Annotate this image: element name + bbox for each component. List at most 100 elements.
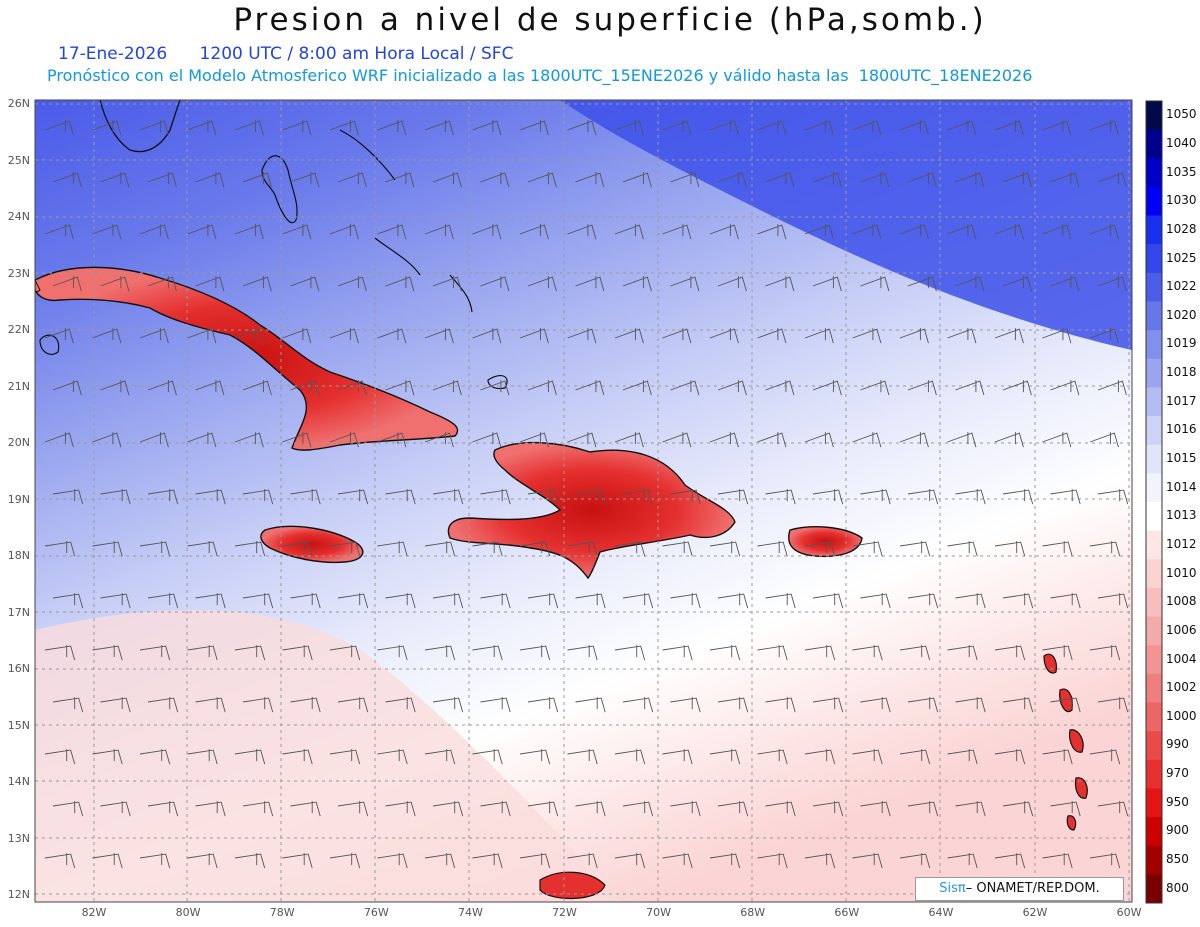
wind-barb (519, 541, 551, 557)
wind-barb (567, 224, 597, 240)
wind-barb (804, 432, 834, 448)
wind-barb (947, 645, 978, 661)
wind-barb (187, 853, 218, 869)
wind-barb (567, 328, 597, 344)
low-pressure-zone (35, 610, 620, 902)
lon-label-76W: 76W (363, 906, 389, 919)
wind-barb (92, 224, 122, 240)
wind-barb (1089, 853, 1121, 869)
colorbar-swatch (1146, 186, 1162, 217)
wind-barb (860, 801, 891, 817)
wind-barb (860, 593, 891, 609)
wind-barb (472, 224, 502, 240)
lat-label-14N: 14N (7, 775, 30, 788)
wind-barb (955, 489, 986, 505)
wind-barb (139, 224, 169, 240)
land-puerto-rico (788, 526, 863, 558)
lon-label-70W: 70W (646, 906, 672, 919)
wind-barb (472, 541, 503, 557)
wind-barb (907, 593, 939, 609)
wind-barb (187, 645, 218, 661)
wind-barb (424, 328, 454, 344)
colorbar-swatch (1146, 673, 1162, 703)
wind-barb (242, 276, 272, 292)
wind-barb (709, 432, 739, 448)
wind-barb (804, 328, 834, 344)
wind-barb (709, 749, 741, 765)
wind-barb (139, 541, 171, 557)
wind-barb (662, 645, 693, 661)
wind-barb (947, 224, 977, 240)
colorbar-label: 1000 (1166, 708, 1197, 723)
colorbar-label: 970 (1166, 766, 1189, 781)
colorbar-label: 800 (1166, 880, 1189, 895)
wind-barb (100, 489, 131, 505)
wind-barb (1097, 380, 1127, 396)
colorbar-label: 850 (1166, 852, 1189, 867)
colorbar-swatch (1146, 731, 1162, 761)
wind-barb (44, 224, 74, 240)
colorbar-label: 1015 (1166, 451, 1197, 466)
wind-barb (147, 801, 179, 817)
wind-barb (812, 593, 844, 609)
wind-barb (329, 224, 359, 240)
wind-barb (337, 489, 369, 505)
wind-barb (377, 645, 408, 661)
wind-barb (527, 276, 557, 292)
wind-barb (852, 645, 883, 661)
wind-barb (567, 120, 597, 136)
wind-barb (1089, 224, 1119, 240)
colorbar-label: 1008 (1166, 594, 1197, 609)
wind-barb (432, 489, 464, 505)
pressure-map (34, 99, 1163, 904)
wind-barb (139, 645, 171, 661)
wind-barb (282, 645, 313, 661)
colorbar (1145, 100, 1163, 904)
wind-barb (852, 749, 883, 765)
wind-barb (187, 749, 218, 765)
wind-barb (670, 380, 700, 396)
wind-barb (139, 328, 169, 344)
wind-barb (100, 380, 130, 396)
wind-barb (44, 120, 74, 136)
lat-label-16N: 16N (7, 662, 30, 675)
wind-barb (1097, 697, 1129, 713)
wind-barb (385, 593, 416, 609)
wind-barb (139, 120, 169, 136)
wind-barb (519, 645, 551, 661)
wind-barb (329, 541, 361, 557)
colorbar-label: 1020 (1166, 307, 1197, 322)
wind-barb (852, 120, 882, 136)
wind-barb (282, 853, 313, 869)
wind-barb (377, 749, 408, 765)
wind-barb (337, 801, 369, 817)
wind-barb (899, 541, 931, 557)
lat-label-22N: 22N (7, 323, 30, 336)
wind-barb (804, 541, 836, 557)
wind-barb (662, 328, 692, 344)
wind-barb (424, 853, 456, 869)
lat-label-17N: 17N (7, 605, 30, 619)
lat-label-20N: 20N (7, 436, 30, 449)
wind-barb (527, 489, 559, 505)
wind-barb (432, 276, 462, 292)
wind-barb (1097, 276, 1127, 292)
wind-barb (614, 853, 646, 869)
wind-barb (329, 749, 361, 765)
colorbar-label: 1014 (1166, 479, 1197, 494)
colorbar-label: 1040 (1166, 135, 1197, 150)
wind-barb (804, 120, 834, 136)
colorbar-swatch (1146, 158, 1162, 188)
wind-barb (575, 380, 605, 396)
wind-barb (757, 541, 788, 557)
land-st-vincent (1066, 815, 1077, 831)
wind-barb (290, 593, 321, 609)
wind-barb (852, 432, 882, 448)
wind-barb (662, 853, 693, 869)
wind-barb (717, 489, 749, 505)
wind-barb (92, 645, 123, 661)
lat-label-18N: 18N (7, 549, 30, 562)
colorbar-label: 1019 (1166, 336, 1197, 351)
wind-barb (812, 276, 842, 292)
wind-barb (765, 489, 796, 505)
